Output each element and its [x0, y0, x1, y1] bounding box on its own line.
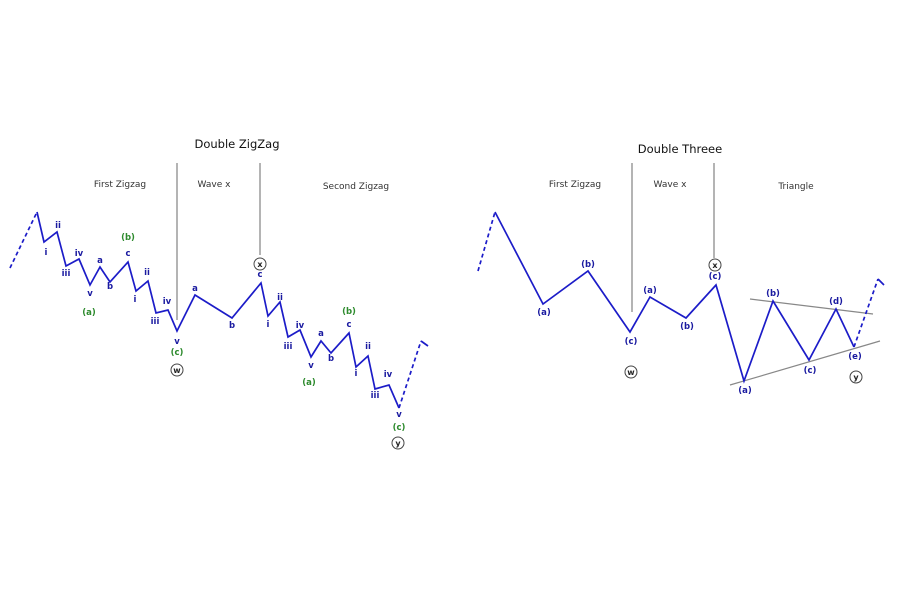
wave-label-c-paren: (c)	[171, 348, 184, 358]
double-zigzag-title: Double ZigZag	[194, 137, 279, 151]
wave-label-e-paren: (e)	[848, 352, 862, 362]
wave-lead-out-dashed	[853, 278, 879, 348]
wave-label-iv: iv	[296, 321, 305, 331]
wave-label-ii: ii	[144, 268, 150, 278]
wave-tail-tick	[877, 278, 885, 286]
circled-label-x: x	[253, 257, 267, 271]
double-three-diagram: Double Threee First Zigzag Wave x Triang…	[477, 142, 885, 396]
wave-label-b-paren: (b)	[680, 322, 694, 332]
wave-label-iv: iv	[163, 297, 172, 307]
wave-label-a-paren: (a)	[738, 386, 752, 396]
wave-label-b-paren: (b)	[766, 289, 780, 299]
section-wave-x: Wave x	[198, 180, 232, 190]
wave-label-c: c	[346, 320, 351, 330]
wave-label-i: i	[45, 248, 48, 258]
wave-lead-in-dashed	[477, 211, 496, 272]
circled-label-w-text: w	[627, 368, 635, 377]
wave-label-iii: iii	[284, 342, 293, 352]
double-three-wave-path	[494, 211, 855, 384]
double-zigzag-diagram: Double ZigZag First Zigzag Wave x Second…	[9, 137, 429, 450]
section-triangle: Triangle	[777, 182, 814, 192]
double-zigzag-wave-path	[36, 211, 400, 409]
section-wave-x: Wave x	[654, 180, 688, 190]
wave-lead-out-dashed	[398, 340, 422, 409]
circled-label-w: w	[170, 363, 184, 377]
wave-label-c: c	[125, 249, 130, 259]
wave-label-i: i	[355, 369, 358, 379]
wave-label-a: a	[97, 256, 103, 266]
wave-label-a: a	[318, 329, 324, 339]
wave-label-c-paren: (c)	[393, 423, 406, 433]
wave-label-ii: ii	[277, 293, 283, 303]
section-first-zigzag: First Zigzag	[94, 180, 146, 190]
wave-label-c-paren: (c)	[804, 366, 817, 376]
wave-label-iv: iv	[75, 249, 84, 259]
wave-label-b: b	[328, 354, 334, 364]
wave-label-iv: iv	[384, 370, 393, 380]
wave-label-c: c	[257, 270, 262, 280]
circled-label-y: y	[849, 370, 863, 384]
wave-label-v: v	[87, 289, 93, 299]
wave-lead-in-dashed	[9, 211, 38, 269]
triangle-upper-trendline	[749, 298, 874, 315]
wave-label-b-paren: (b)	[121, 233, 135, 243]
wave-label-iii: iii	[62, 269, 71, 279]
wave-label-v: v	[174, 337, 180, 347]
wave-label-b: b	[107, 282, 113, 292]
wave-label-a: a	[192, 284, 198, 294]
wave-label-iii: iii	[151, 317, 160, 327]
wave-label-v: v	[396, 410, 402, 420]
wave-label-a-paren: (a)	[302, 378, 316, 388]
circled-label-x: x	[708, 258, 722, 272]
circled-label-y: y	[391, 436, 405, 450]
wave-tail-tick	[420, 340, 429, 347]
wave-label-c-paren: (c)	[709, 272, 722, 282]
wave-label-ii: ii	[365, 342, 371, 352]
wave-label-a-paren: (a)	[82, 308, 96, 318]
wave-label-i: i	[267, 320, 270, 330]
circled-label-x-text: x	[712, 261, 718, 270]
double-three-title: Double Threee	[638, 142, 722, 156]
section-second-zigzag: Second Zigzag	[323, 182, 389, 192]
circled-label-x-text: x	[257, 260, 263, 269]
wave-label-ii: ii	[55, 221, 61, 231]
circled-label-y-text: y	[853, 373, 859, 382]
circled-label-w: w	[624, 365, 638, 379]
circled-label-w-text: w	[173, 366, 181, 375]
wave-label-a-paren: (a)	[643, 286, 657, 296]
wave-label-iii: iii	[371, 391, 380, 401]
wave-label-d-paren: (d)	[829, 297, 843, 307]
triangle-lower-trendline	[729, 340, 881, 386]
wave-label-c-paren: (c)	[625, 337, 638, 347]
wave-label-b-paren: (b)	[342, 307, 356, 317]
circled-label-y-text: y	[395, 439, 401, 448]
wave-label-a-paren: (a)	[537, 308, 551, 318]
wave-label-v: v	[308, 361, 314, 371]
wave-label-b: b	[229, 321, 235, 331]
wave-label-i: i	[134, 295, 137, 305]
wave-label-b-paren: (b)	[581, 260, 595, 270]
section-first-zigzag: First Zigzag	[549, 180, 601, 190]
